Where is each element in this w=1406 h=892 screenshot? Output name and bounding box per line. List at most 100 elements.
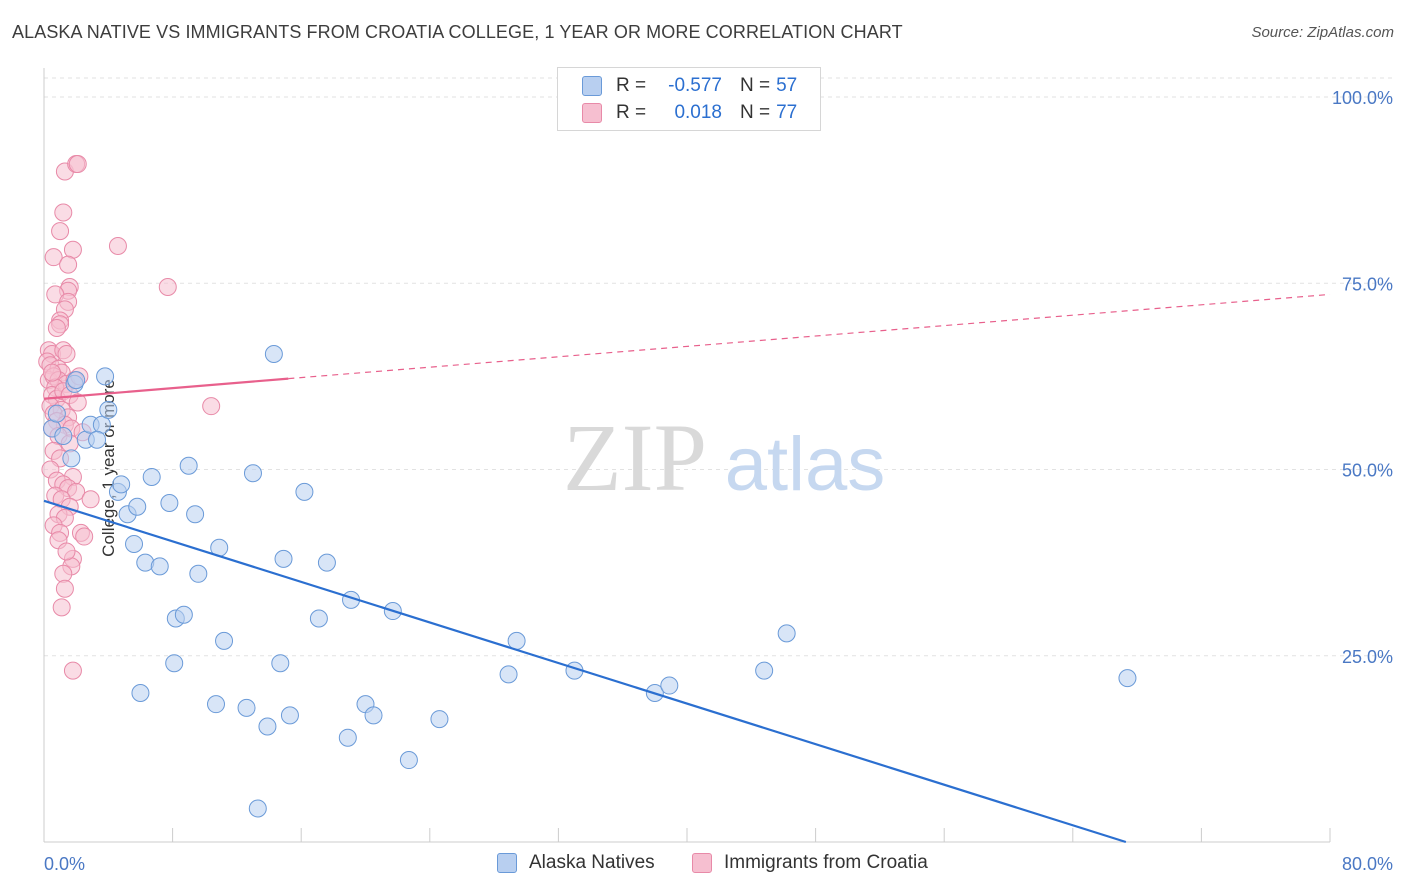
x-tick-labels: 0.0% 80.0% — [44, 854, 1393, 874]
y-tick-labels: 100.0% 75.0% 50.0% 25.0% — [1332, 88, 1393, 667]
data-point — [150, 557, 169, 576]
data-point — [67, 371, 86, 390]
data-point — [280, 706, 299, 725]
y-tick-label: 75.0% — [1342, 274, 1393, 294]
legend-r-value: -0.577 — [668, 75, 722, 96]
legend-item-immigrants-from-croatia: Immigrants from Croatia — [692, 852, 928, 874]
data-point — [237, 698, 256, 717]
legend-swatch-immigrants-from-croatia — [692, 853, 712, 873]
y-tick-label: 50.0% — [1342, 461, 1393, 481]
legend-item-alaska-natives: Alaska Natives — [497, 852, 655, 874]
data-point — [271, 654, 290, 673]
x-tick-label-min: 0.0% — [44, 854, 85, 874]
data-point — [165, 654, 184, 673]
data-point — [88, 430, 107, 449]
data-point — [755, 661, 774, 680]
data-point — [112, 475, 131, 494]
legend-n-label: N = — [740, 102, 771, 123]
legend-n-value: 77 — [776, 102, 798, 123]
data-point — [62, 449, 81, 468]
gridlines — [44, 77, 1395, 657]
data-point — [99, 400, 118, 419]
series-alaska-natives — [43, 345, 1137, 818]
data-point — [55, 579, 74, 598]
chart-source: Source: ZipAtlas.com — [1251, 24, 1394, 41]
legend-swatch-blue — [582, 76, 602, 96]
data-point — [777, 624, 796, 643]
data-point — [68, 155, 87, 174]
legend-r-label: R = — [616, 102, 647, 123]
data-point — [207, 695, 226, 714]
legend-row-blue: R = -0.577 N = 57 — [582, 73, 797, 99]
data-point — [67, 482, 86, 501]
data-point — [51, 222, 70, 241]
legend-row-pink: R = 0.018 N = 77 — [582, 100, 797, 126]
axes — [43, 68, 1331, 843]
legend-swatch-alaska-natives — [497, 853, 517, 873]
data-point — [57, 542, 76, 561]
series-legend: Alaska Natives Immigrants from Croatia — [0, 852, 1406, 878]
data-point — [215, 631, 234, 650]
chart-title: ALASKA NATIVE VS IMMIGRANTS FROM CROATIA… — [12, 22, 903, 42]
data-point — [189, 564, 208, 583]
data-point — [131, 684, 150, 702]
legend-r-label: R = — [616, 75, 647, 96]
data-point — [81, 490, 100, 509]
data-point — [660, 676, 679, 695]
series-immigrants-from-croatia — [38, 155, 221, 680]
data-point — [317, 553, 336, 572]
data-point — [96, 367, 115, 386]
data-point — [258, 717, 277, 736]
legend-label-immigrants-from-croatia: Immigrants from Croatia — [724, 852, 928, 873]
data-point — [44, 248, 63, 267]
trend-lines — [43, 293, 1331, 844]
data-point — [68, 393, 87, 412]
watermark-atlas: atlas — [725, 422, 886, 507]
data-point — [338, 728, 357, 747]
trend-line-dashed — [288, 293, 1331, 380]
data-point — [295, 482, 314, 501]
data-point — [179, 456, 198, 475]
trend-line-solid — [43, 499, 1127, 844]
legend-r-value: 0.018 — [674, 102, 722, 123]
data-point — [52, 598, 71, 617]
data-point — [63, 661, 82, 680]
data-point — [430, 710, 449, 729]
data-point — [264, 345, 283, 364]
y-tick-label: 100.0% — [1332, 88, 1393, 108]
data-point — [54, 203, 73, 222]
data-point — [108, 237, 127, 255]
data-point — [186, 505, 205, 524]
data-point — [142, 467, 161, 486]
y-tick-label: 25.0% — [1342, 647, 1393, 667]
data-point — [54, 564, 73, 583]
correlation-legend: R = -0.577 N = 57 R = 0.018 N = 77 — [557, 67, 821, 131]
legend-swatch-pink — [582, 103, 602, 123]
data-point — [59, 255, 78, 274]
data-point — [174, 605, 193, 624]
data-point — [47, 404, 66, 423]
data-point — [399, 751, 418, 770]
watermark-zip: ZIP — [563, 404, 707, 511]
legend-n-label: N = — [740, 75, 771, 96]
data-point — [75, 527, 94, 546]
legend-label-alaska-natives: Alaska Natives — [529, 852, 655, 873]
data-point — [57, 345, 76, 364]
data-point — [248, 799, 267, 818]
data-point — [202, 397, 221, 416]
data-point — [243, 464, 262, 483]
data-point — [274, 549, 293, 568]
data-point — [1118, 669, 1137, 688]
data-point — [125, 535, 144, 553]
data-point — [47, 318, 66, 337]
data-point — [160, 494, 179, 513]
data-point — [43, 363, 62, 382]
x-tick-label-max: 80.0% — [1342, 854, 1393, 874]
data-point — [128, 497, 147, 516]
data-point — [499, 665, 518, 684]
data-point — [158, 277, 177, 296]
data-point — [63, 240, 82, 259]
watermark: ZIP atlas — [563, 404, 885, 511]
data-point — [364, 706, 383, 725]
